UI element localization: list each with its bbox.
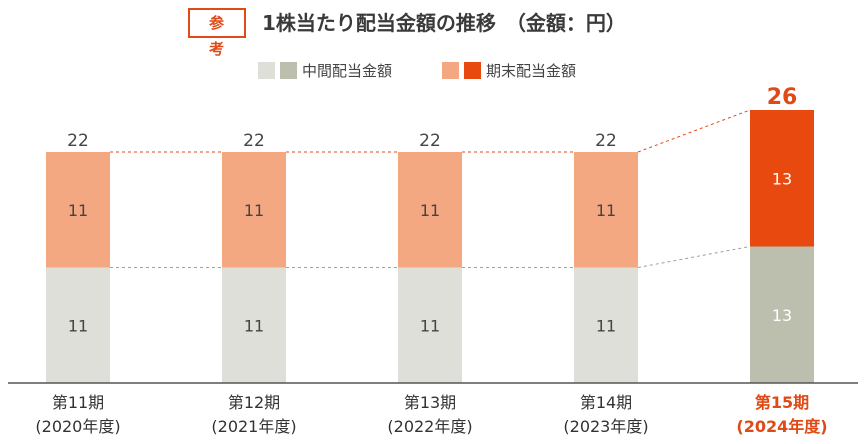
legend-swatch-interim-light	[258, 62, 275, 79]
data-label-interim-2: 11	[244, 316, 264, 335]
x-tick-label-period-5: 第15期	[755, 393, 809, 412]
data-label-yearend-5: 13	[772, 169, 792, 188]
x-tick-label-year-3: (2022年度)	[387, 417, 472, 436]
bar-yearend-3	[398, 152, 462, 268]
data-label-total-1: 22	[67, 131, 89, 151]
chart-title: 1株当たり配当金額の推移 （金額：円）	[262, 11, 626, 35]
bar-yearend-2	[222, 152, 286, 268]
legend-label-interim: 中間配当金額	[302, 62, 393, 80]
data-label-interim-4: 11	[596, 316, 616, 335]
data-label-interim-1: 11	[68, 316, 88, 335]
legend-swatch-yearend-light	[442, 62, 459, 79]
x-tick-label-period-3: 第13期	[404, 393, 456, 412]
data-label-yearend-4: 11	[596, 201, 616, 220]
data-label-interim-3: 11	[420, 316, 440, 335]
connector-interim-4	[637, 246, 751, 268]
data-label-total-2: 22	[243, 131, 265, 151]
legend-swatch-interim-dark	[280, 62, 297, 79]
x-tick-label-year-5: (2024年度)	[736, 417, 827, 436]
x-tick-label-period-1: 第11期	[52, 393, 104, 412]
x-tick-label-year-1: (2020年度)	[35, 417, 120, 436]
data-label-total-3: 22	[419, 131, 441, 151]
x-tick-label-year-4: (2023年度)	[563, 417, 648, 436]
data-label-interim-5: 13	[772, 306, 792, 325]
bar-yearend-1	[46, 152, 110, 268]
legend-swatch-yearend-dark	[464, 62, 481, 79]
data-label-total-5: 26	[767, 85, 798, 110]
legend-label-yearend: 期末配当金額	[486, 62, 577, 80]
data-label-yearend-3: 11	[420, 201, 440, 220]
bar-interim-3	[398, 267, 462, 383]
bar-interim-5	[750, 246, 814, 383]
x-tick-label-period-4: 第14期	[580, 393, 632, 412]
reference-badge: 参 考	[188, 8, 246, 58]
bar-yearend-4	[574, 152, 638, 268]
bar-interim-1	[46, 267, 110, 383]
x-tick-label-year-2: (2021年度)	[211, 417, 296, 436]
data-label-total-4: 22	[595, 131, 617, 151]
connector-total-4	[637, 109, 751, 153]
bar-interim-4	[574, 267, 638, 383]
bar-interim-2	[222, 267, 286, 383]
chart-header: 参 考 1株当たり配当金額の推移 （金額：円）	[0, 5, 868, 58]
data-label-yearend-1: 11	[68, 201, 88, 220]
data-label-yearend-2: 11	[244, 201, 264, 220]
x-tick-label-period-2: 第12期	[228, 393, 280, 412]
bar-yearend-5	[750, 110, 814, 247]
